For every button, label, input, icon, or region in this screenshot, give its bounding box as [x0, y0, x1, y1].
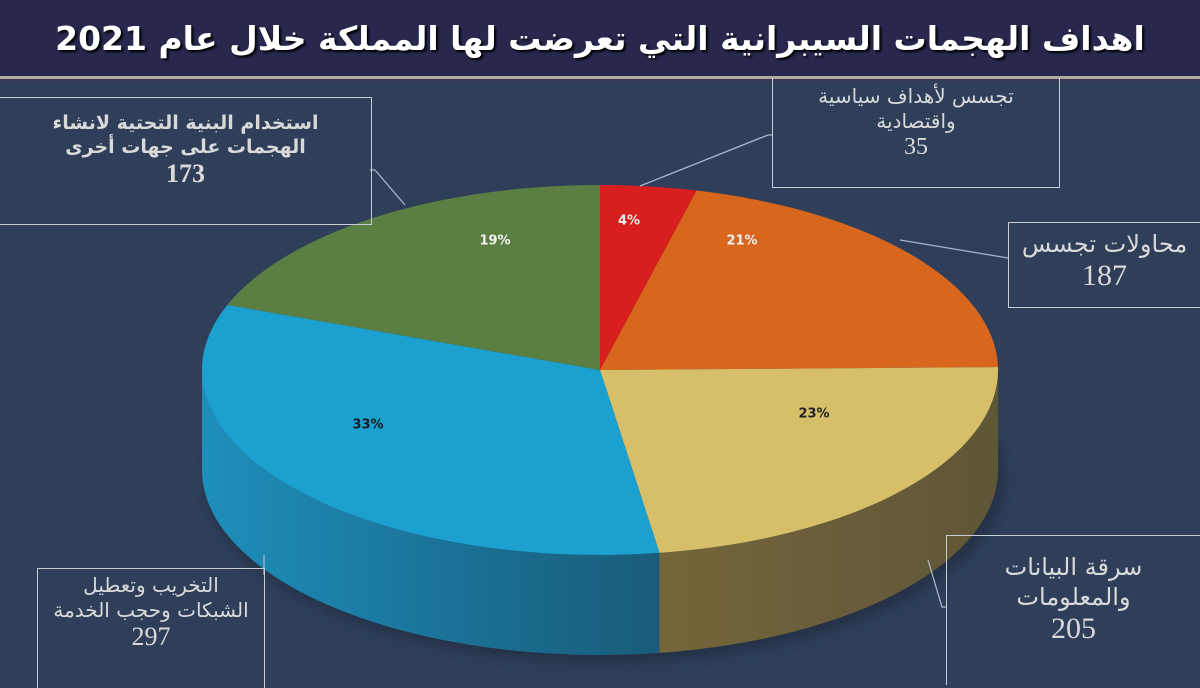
slice-blue[interactable] — [201, 304, 660, 555]
callout-green: استخدام البنية التحتية لانشاء الهجمات عل… — [0, 97, 372, 225]
chart-title: اهداف الهجمات السيبرانية التي تعرضت لها … — [55, 18, 1145, 58]
callout-orange: محاولات تجسس 187 — [1008, 222, 1200, 308]
slice-red[interactable] — [600, 184, 697, 370]
callout-blue-line1: التخريب وتعطيل — [83, 573, 219, 597]
callout-red-line2: واقتصادية — [876, 109, 956, 133]
slice-label-yellow: 23% — [798, 406, 830, 422]
callout-red-value: 35 — [904, 134, 928, 160]
callout-red-line1: تجسس لأهداف سياسية — [818, 84, 1014, 108]
title-bar: اهداف الهجمات السيبرانية التي تعرضت لها … — [0, 0, 1200, 79]
callout-blue-line2: الشبكات وحجب الخدمة — [53, 598, 249, 622]
callout-green-line2: الهجمات على جهات أخرى — [65, 135, 306, 158]
callout-orange-value: 187 — [1082, 259, 1127, 292]
slice-label-blue: 33% — [352, 417, 384, 433]
callout-red: تجسس لأهداف سياسية واقتصادية 35 — [772, 78, 1060, 188]
slice-orange[interactable] — [600, 190, 998, 371]
leader-line-green — [370, 169, 406, 206]
slice-label-green: 19% — [479, 233, 511, 249]
slice-label-red: 4% — [617, 213, 641, 229]
slice-label-orange: 21% — [726, 233, 758, 249]
callout-orange-line1: محاولات تجسس — [1021, 230, 1188, 258]
slice-side-blue — [202, 370, 660, 655]
callout-green-line1: استخدام البنية التحتية لانشاء — [52, 112, 319, 134]
callout-yellow-line1: سرقة البيانات — [1004, 553, 1143, 581]
callout-yellow-line2: والمعلومات — [1016, 583, 1131, 611]
callout-blue: التخريب وتعطيل الشبكات وحجب الخدمة 297 — [37, 568, 265, 688]
leader-line-yellow — [927, 559, 946, 608]
callout-yellow: سرقة البيانات والمعلومات 205 — [946, 535, 1200, 685]
callout-yellow-value: 205 — [1051, 612, 1096, 645]
callout-green-value: 173 — [166, 158, 205, 188]
slice-green[interactable] — [227, 184, 600, 370]
leader-line-red — [639, 134, 772, 187]
callout-blue-value: 297 — [131, 622, 171, 651]
slice-side-yellow — [659, 367, 999, 653]
leader-line-orange — [899, 239, 1009, 259]
slice-yellow[interactable] — [600, 367, 999, 553]
